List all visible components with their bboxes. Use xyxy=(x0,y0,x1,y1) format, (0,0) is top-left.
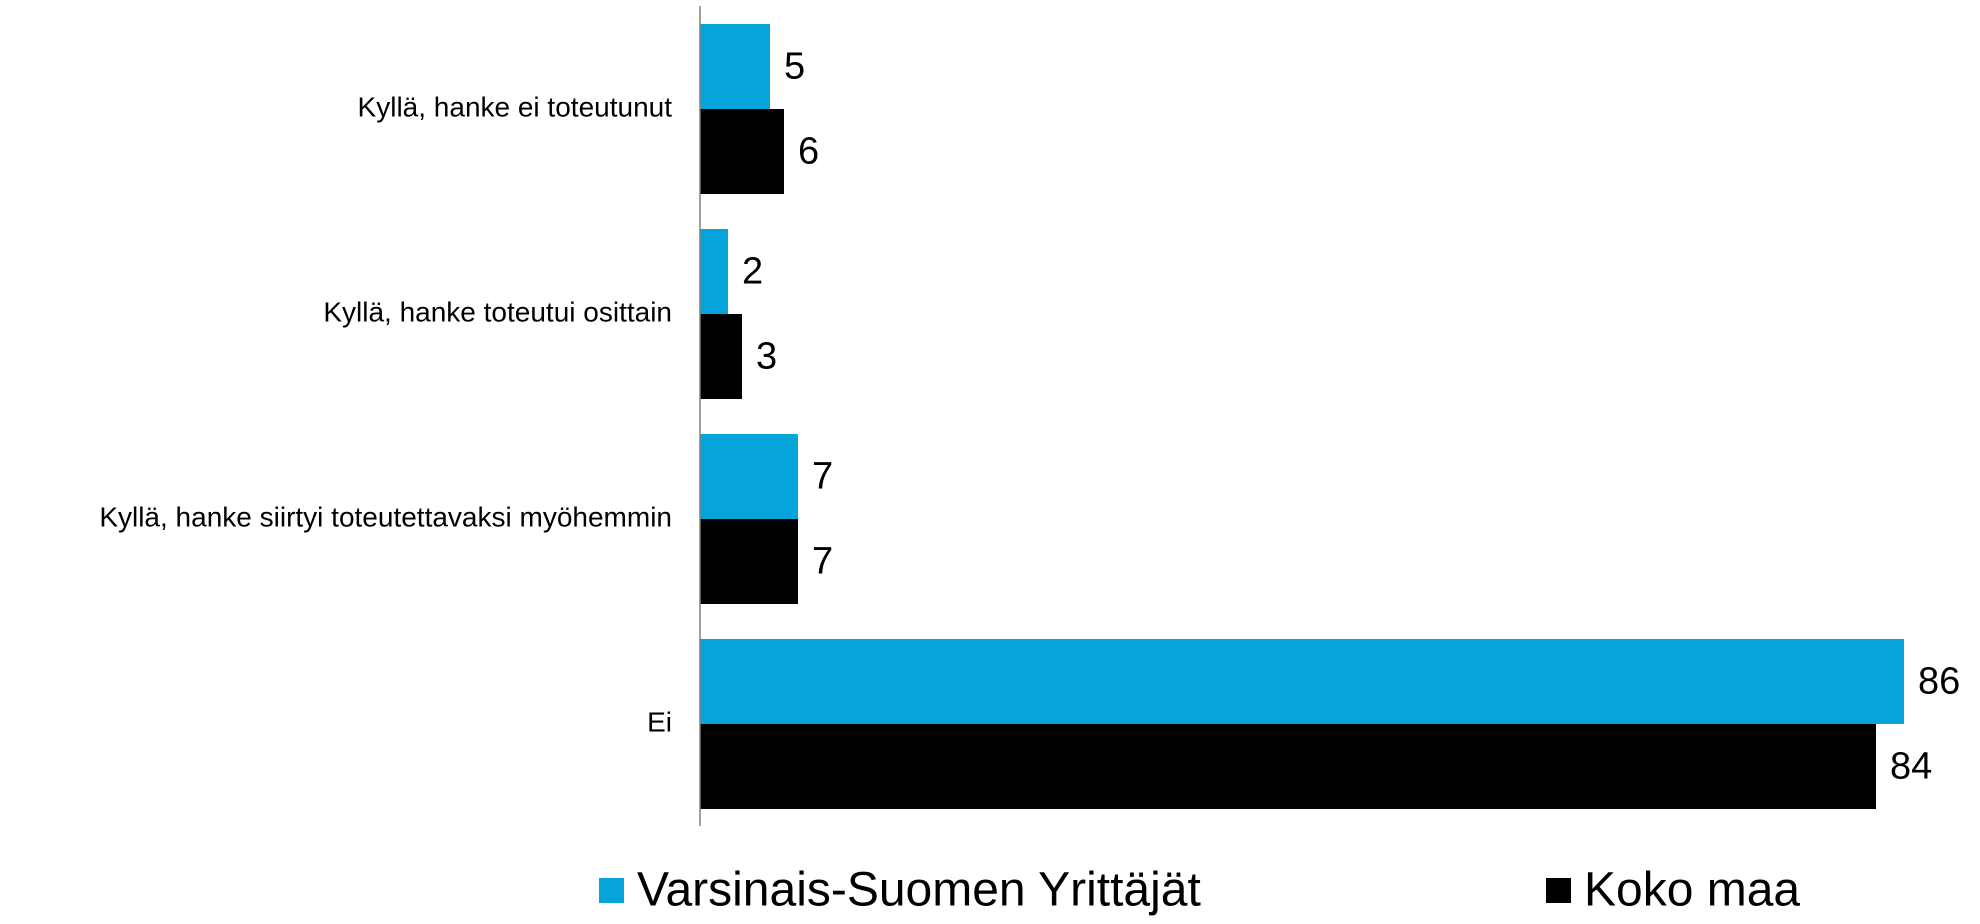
legend-swatch xyxy=(599,878,624,903)
data-label: 86 xyxy=(1918,661,1960,703)
legend-label: Koko maa xyxy=(1584,864,1800,917)
y-tick-label: Kyllä, hanke toteutui osittain xyxy=(323,296,672,327)
bar xyxy=(700,434,798,519)
bar xyxy=(700,724,1876,809)
data-label: 2 xyxy=(742,251,763,293)
y-tick-label: Kyllä, hanke ei toteutunut xyxy=(358,91,673,122)
data-label: 3 xyxy=(756,336,777,378)
data-label: 5 xyxy=(784,46,805,88)
y-tick-label: Kyllä, hanke siirtyi toteutettavaksi myö… xyxy=(99,501,672,532)
bar xyxy=(700,229,728,314)
data-label: 84 xyxy=(1890,746,1932,788)
bar xyxy=(700,24,770,109)
bar xyxy=(700,519,798,604)
data-label: 7 xyxy=(812,456,833,498)
data-label: 6 xyxy=(798,131,819,173)
bar xyxy=(700,314,742,399)
bar xyxy=(700,639,1904,724)
bar xyxy=(700,109,784,194)
data-label: 7 xyxy=(812,541,833,583)
legend-swatch xyxy=(1546,878,1571,903)
legend-label: Varsinais-Suomen Yrittäjät xyxy=(637,864,1201,917)
y-tick-label: Ei xyxy=(647,706,672,737)
